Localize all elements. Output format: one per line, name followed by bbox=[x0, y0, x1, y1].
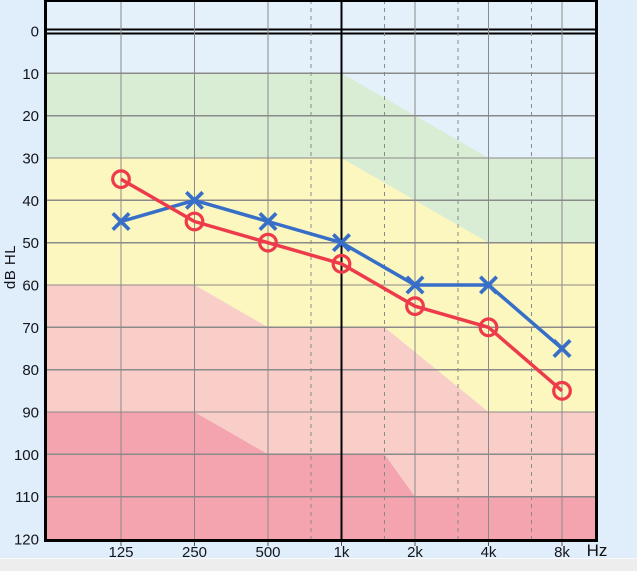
y-tick-label: 70 bbox=[22, 320, 39, 337]
x-marker bbox=[331, 233, 352, 253]
y-tick-label: 0 bbox=[31, 24, 39, 41]
y-tick-label: 50 bbox=[22, 235, 39, 252]
bottom-strip bbox=[0, 558, 637, 571]
profound-band bbox=[44, 412, 598, 539]
y-tick-label: 80 bbox=[22, 362, 39, 379]
x-tick-label: 2k bbox=[407, 544, 423, 561]
y-tick-label: 20 bbox=[22, 108, 39, 125]
axis-labels: 0 10 20 30 40 50 60 70 80 90 100 110 120 125 250 500 1k 2… bbox=[14, 24, 570, 562]
plot-border bbox=[44, 0, 598, 546]
y-axis-title: dB HL bbox=[2, 244, 19, 290]
circle-marker[interactable] bbox=[111, 169, 131, 190]
x-marker bbox=[111, 211, 131, 232]
x-tick-label: 1k bbox=[334, 544, 350, 561]
series-line bbox=[120, 177, 564, 393]
circle-marker[interactable] bbox=[331, 253, 352, 274]
circle-marker[interactable] bbox=[478, 317, 499, 338]
x-tick-label: 500 bbox=[255, 544, 280, 561]
y-tick-label: 30 bbox=[22, 150, 39, 167]
y-tick-label: 100 bbox=[14, 447, 39, 464]
x-marker bbox=[552, 338, 572, 359]
x-tick-label: 250 bbox=[182, 544, 207, 561]
series-right-ear-air-conduction bbox=[111, 169, 572, 401]
y-tick-label: 40 bbox=[22, 193, 39, 210]
x-marker bbox=[258, 211, 278, 232]
x-marker bbox=[405, 275, 425, 295]
x-marker bbox=[184, 190, 205, 210]
x-marker bbox=[478, 275, 499, 295]
plot-area[interactable] bbox=[43, 0, 598, 542]
severity-regions bbox=[44, 0, 598, 539]
x-tick-label: 8k bbox=[554, 544, 570, 561]
series-left-ear-air-conduction bbox=[111, 190, 572, 359]
severe-band bbox=[44, 285, 598, 497]
x-tick-label: 4k bbox=[481, 544, 497, 561]
circle-marker[interactable] bbox=[258, 232, 278, 253]
normal-band bbox=[44, 0, 598, 158]
circle-marker[interactable] bbox=[405, 296, 425, 317]
y-tick-label: 90 bbox=[22, 404, 39, 421]
circle-marker[interactable] bbox=[184, 211, 205, 232]
grid-lines bbox=[44, 0, 598, 542]
x-axis-unit-label: Hz bbox=[586, 541, 608, 560]
y-tick-label: 60 bbox=[22, 277, 39, 294]
y-tick-label: 120 bbox=[14, 531, 39, 548]
x-tick-label: 125 bbox=[108, 544, 133, 561]
y-tick-label: 10 bbox=[22, 66, 39, 83]
circle-marker[interactable] bbox=[552, 380, 572, 401]
y-tick-label: 110 bbox=[15, 489, 39, 506]
